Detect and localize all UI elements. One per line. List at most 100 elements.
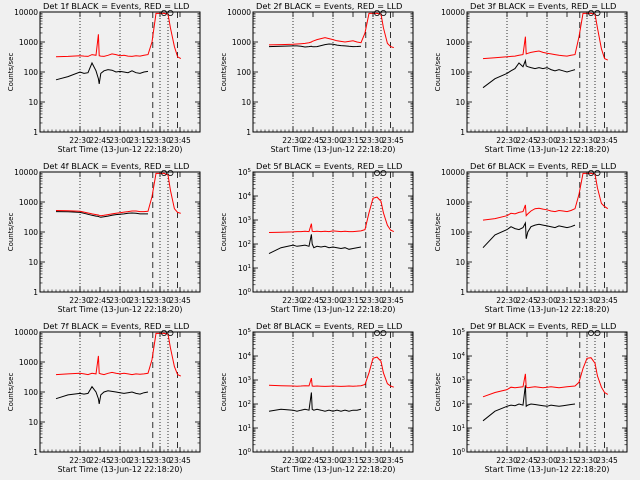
y-tick-label: 10 <box>28 98 38 107</box>
y-tick-label: 105 <box>238 168 252 177</box>
x-tick-label: 23:15 <box>556 296 578 305</box>
series-events-line <box>268 43 362 48</box>
y-tick-label: 1 <box>460 128 465 137</box>
series-events-line <box>482 385 576 422</box>
panel-det-7: Det 7f BLACK = Events, RED = LLD 1 10 100 10… <box>7 321 201 474</box>
y-axis-label: Counts/sec <box>7 373 15 412</box>
x-tick-label: 23:30 <box>149 456 171 465</box>
x-axis-label: Start Time (13-Jun-12 22:18:20) <box>485 465 610 474</box>
event-marker <box>588 169 595 176</box>
series-events-line <box>55 385 149 404</box>
x-tick-label: 23:45 <box>596 136 618 145</box>
series-events-line <box>482 221 576 249</box>
y-tick-label: 101 <box>238 424 251 433</box>
panel-title: Det 3f BLACK = Events, RED = LLD <box>470 1 616 11</box>
y-tick-label: 105 <box>238 328 252 337</box>
event-marker <box>167 9 174 16</box>
x-tick-label: 23:15 <box>342 456 364 465</box>
x-axis-label: Start Time (13-Jun-12 22:18:20) <box>271 305 396 314</box>
y-axis-label: Counts/sec <box>220 373 228 412</box>
x-tick-label: 23:45 <box>169 136 191 145</box>
y-tick-label: 1000 <box>19 198 38 207</box>
x-tick-label: 22:30 <box>69 136 91 145</box>
x-tick-label: 23:45 <box>169 456 191 465</box>
panel-det-9: Det 9f BLACK = Events, RED = LLD 100 101 10… <box>434 321 628 474</box>
x-tick-label: 22:45 <box>516 296 538 305</box>
x-axis-label: Start Time (13-Jun-12 22:18:20) <box>271 465 396 474</box>
event-marker <box>380 329 387 336</box>
event-marker <box>594 169 601 176</box>
x-tick-label: 23:15 <box>342 136 364 145</box>
series-lld-line <box>482 357 609 398</box>
y-tick-label: 10000 <box>14 328 38 337</box>
y-tick-label: 1000 <box>232 38 251 47</box>
x-tick-label: 23:45 <box>169 296 191 305</box>
x-tick-label: 23:00 <box>109 296 131 305</box>
y-axis-label: Counts/sec <box>434 213 442 252</box>
y-tick-label: 100 <box>451 68 466 77</box>
series-lld-line <box>268 12 394 49</box>
series-lld-line <box>268 196 395 233</box>
y-tick-label: 1 <box>246 128 251 137</box>
y-tick-label: 10000 <box>14 8 38 17</box>
y-tick-label: 100 <box>237 68 252 77</box>
x-tick-label: 22:30 <box>496 136 518 145</box>
x-axis-label: Start Time (13-Jun-12 22:18:20) <box>485 305 610 314</box>
event-marker <box>160 9 167 16</box>
x-tick-label: 23:00 <box>322 136 344 145</box>
x-tick-label: 23:45 <box>596 456 618 465</box>
y-tick-label: 100 <box>24 228 39 237</box>
y-tick-label: 1000 <box>446 38 465 47</box>
panel-title: Det 4f BLACK = Events, RED = LLD <box>43 161 189 171</box>
x-tick-label: 22:30 <box>282 136 304 145</box>
x-axis-label: Start Time (13-Jun-12 22:18:20) <box>58 465 183 474</box>
x-tick-label: 22:45 <box>302 456 324 465</box>
y-tick-label: 105 <box>452 328 466 337</box>
y-tick-label: 100 <box>451 228 466 237</box>
y-tick-label: 1000 <box>446 198 465 207</box>
y-tick-label: 10000 <box>14 168 38 177</box>
x-axis-label: Start Time (13-Jun-12 22:18:20) <box>58 305 183 314</box>
x-tick-label: 23:30 <box>362 136 384 145</box>
x-tick-label: 23:30 <box>576 296 598 305</box>
y-tick-label: 10000 <box>441 168 465 177</box>
panel-det-3: Det 3f BLACK = Events, RED = LLD 1 10 100 10… <box>434 1 628 154</box>
series-lld-line <box>55 172 181 217</box>
x-tick-label: 23:30 <box>149 136 171 145</box>
panel-det-2: Det 2f BLACK = Events, RED = LLD 1 10 100 10… <box>220 1 414 154</box>
x-tick-label: 22:30 <box>496 296 518 305</box>
y-tick-label: 10 <box>241 98 251 107</box>
y-tick-label: 1000 <box>19 358 38 367</box>
y-tick-label: 102 <box>452 400 465 409</box>
y-tick-label: 1 <box>33 128 38 137</box>
y-tick-label: 10000 <box>227 8 251 17</box>
x-tick-label: 22:30 <box>282 456 304 465</box>
x-tick-label: 22:45 <box>89 456 111 465</box>
series-events-line <box>482 58 576 89</box>
x-axis-label: Start Time (13-Jun-12 22:18:20) <box>58 145 183 154</box>
y-tick-label: 10 <box>455 258 465 267</box>
event-marker <box>588 329 595 336</box>
x-tick-label: 22:30 <box>69 296 91 305</box>
y-axis-label: Counts/sec <box>7 213 15 252</box>
y-tick-label: 1 <box>33 448 38 457</box>
x-tick-label: 23:00 <box>322 296 344 305</box>
y-tick-label: 101 <box>452 424 465 433</box>
panel-det-6: Det 6f BLACK = Events, RED = LLD 1 10 100 10… <box>434 161 628 314</box>
event-marker <box>380 9 387 16</box>
event-marker <box>373 9 380 16</box>
event-marker <box>373 169 380 176</box>
x-tick-label: 23:00 <box>536 136 558 145</box>
panel-title: Det 5f BLACK = Events, RED = LLD <box>256 161 402 171</box>
event-marker <box>160 169 167 176</box>
series-lld-line <box>268 356 394 388</box>
series-events-line <box>268 234 362 255</box>
x-tick-label: 23:00 <box>322 456 344 465</box>
y-tick-label: 100 <box>24 388 39 397</box>
x-tick-label: 23:30 <box>362 296 384 305</box>
x-tick-label: 23:15 <box>129 456 151 465</box>
event-marker <box>167 169 174 176</box>
panel-title: Det 2f BLACK = Events, RED = LLD <box>256 1 402 11</box>
y-axis-label: Counts/sec <box>7 53 15 92</box>
